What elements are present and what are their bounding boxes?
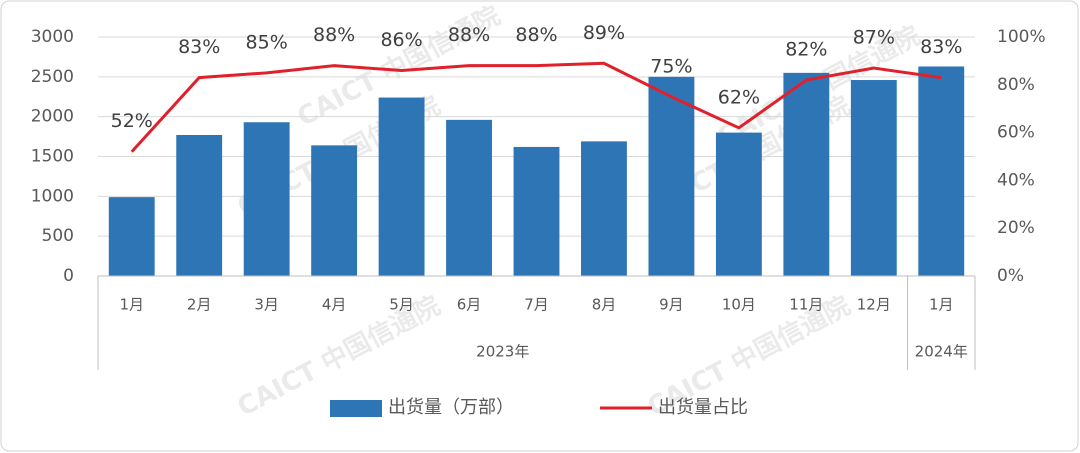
x-tick-label: 9月	[659, 296, 684, 314]
data-label: 83%	[178, 36, 220, 58]
x-tick-label: 12月	[857, 296, 891, 314]
data-label: 62%	[718, 86, 760, 108]
data-label: 87%	[853, 27, 895, 49]
bar	[378, 97, 425, 277]
y2-tick-label: 100%	[997, 27, 1046, 47]
data-label: 89%	[583, 22, 625, 44]
x-tick-label: 6月	[457, 296, 482, 314]
data-label: 88%	[313, 24, 355, 46]
data-label: 75%	[650, 55, 692, 77]
data-label: 86%	[380, 29, 422, 51]
x-tick-label: 8月	[592, 296, 617, 314]
bar	[715, 132, 762, 276]
bar	[918, 66, 965, 276]
x-tick-label: 10月	[722, 296, 756, 314]
y-tick-label: 1500	[31, 147, 74, 167]
y2-tick-label: 20%	[997, 218, 1035, 238]
bar	[108, 197, 155, 276]
data-label: 83%	[920, 36, 962, 58]
y2-tick-label: 80%	[997, 75, 1035, 95]
data-label: 52%	[111, 110, 153, 132]
group-label: 2023年	[476, 343, 529, 361]
y2-tick-label: 40%	[997, 170, 1035, 190]
y-tick-label: 2000	[31, 107, 74, 127]
x-tick-label: 3月	[254, 296, 279, 314]
x-tick-label: 1月	[119, 296, 144, 314]
bar	[446, 119, 492, 276]
data-label: 88%	[515, 24, 557, 46]
bar	[581, 141, 627, 276]
bar	[311, 145, 358, 276]
data-label: 82%	[785, 39, 827, 61]
x-tick-label: 1月	[929, 296, 954, 314]
y-tick-label: 2500	[31, 67, 74, 87]
legend-swatch	[330, 400, 382, 417]
bar	[783, 72, 830, 276]
y2-tick-label: 0%	[997, 266, 1024, 286]
y-tick-label: 500	[42, 226, 74, 246]
x-tick-label: 4月	[322, 296, 347, 314]
x-tick-label: 5月	[389, 296, 414, 314]
x-tick-label: 2月	[187, 296, 212, 314]
legend-label: 出货量占比	[658, 397, 748, 418]
group-label: 2024年	[915, 343, 968, 361]
bar	[648, 76, 695, 276]
y-tick-label: 1000	[31, 186, 74, 206]
bar	[176, 134, 223, 276]
line	[130, 61, 942, 153]
x-tick-label: 11月	[789, 296, 823, 314]
y-tick-label: 3000	[31, 27, 74, 47]
data-label: 88%	[448, 24, 490, 46]
bar	[850, 80, 897, 277]
bar	[513, 146, 560, 276]
data-label: 85%	[246, 31, 288, 53]
y2-tick-label: 60%	[997, 123, 1035, 143]
x-tick-label: 7月	[524, 296, 549, 314]
legend-label: 出货量（万部）	[388, 397, 514, 418]
bar	[243, 122, 290, 276]
y-tick-label: 0	[63, 266, 74, 286]
